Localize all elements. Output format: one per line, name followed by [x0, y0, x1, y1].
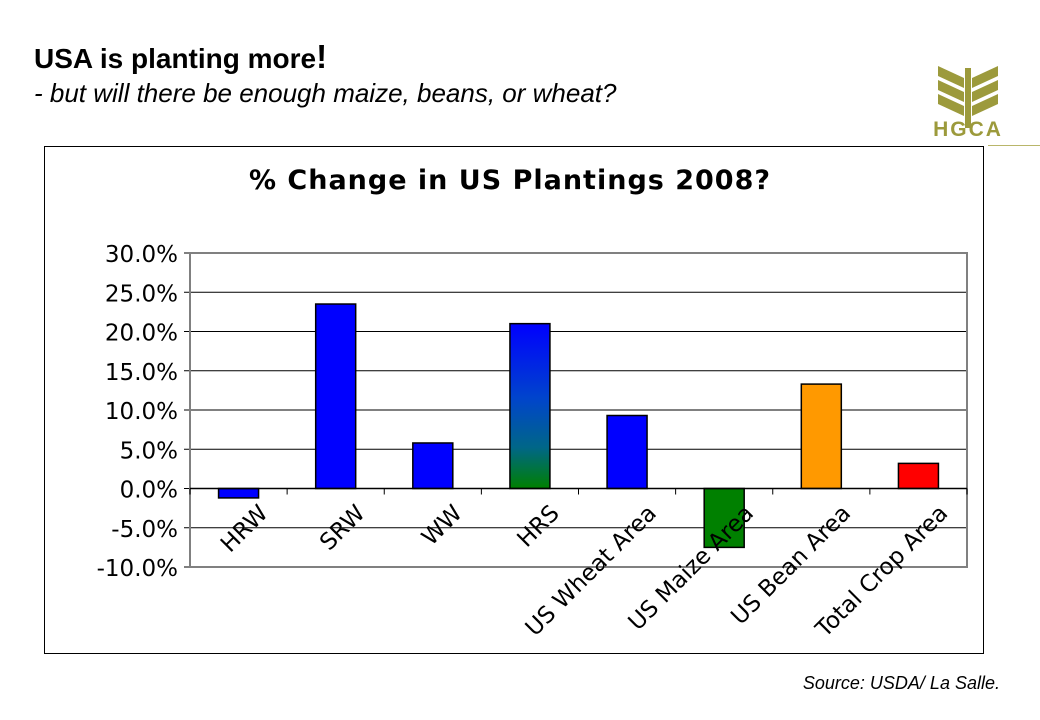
bar-us-bean-area	[800, 383, 843, 490]
hgca-wheat-logo-icon	[938, 66, 998, 128]
header-rule	[988, 145, 1040, 146]
x-tick-label: HRW	[216, 500, 273, 557]
slide-subtitle: - but will there be enough maize, beans,…	[34, 78, 617, 108]
bar-us-wheat-area	[606, 414, 648, 490]
source-note: Source: USDA/ La Salle.	[802, 673, 1000, 693]
bar-ww	[412, 442, 454, 490]
y-tick-label: 0.0%	[120, 478, 178, 504]
y-tick-label: 30.0%	[105, 242, 178, 268]
x-tick-label: WW	[417, 500, 468, 551]
chart-container: % Change in US Plantings 2008? 30.0% 25.0…	[44, 146, 984, 654]
y-tick-label: 15.0%	[105, 360, 178, 386]
bar-total-crop-area	[897, 462, 940, 490]
slide-title-text: USA is planting more	[34, 43, 317, 74]
y-tick-label: -10.0%	[97, 556, 178, 582]
bar-srw	[314, 303, 357, 490]
slide-title: USA is planting more!	[34, 38, 327, 76]
bar-hrs	[509, 322, 551, 490]
slide-title-mark: !	[316, 38, 328, 75]
y-tick-label: 20.0%	[105, 321, 178, 347]
y-tick-label: 10.0%	[105, 399, 178, 425]
bar-hrw	[217, 487, 260, 499]
plot-area-border	[189, 252, 968, 568]
y-tick-label: 25.0%	[105, 281, 178, 307]
hgca-logo-text: HGCA	[933, 118, 1003, 141]
x-tick-label: HRS	[512, 500, 564, 552]
chart-title: % Change in US Plantings 2008?	[249, 165, 771, 196]
y-tick-label: -5.0%	[111, 517, 178, 543]
y-tick-label: 5.0%	[120, 438, 178, 464]
bar-us-maize-area	[703, 487, 745, 549]
bar-chart: % Change in US Plantings 2008? 30.0% 25.0…	[97, 165, 968, 643]
